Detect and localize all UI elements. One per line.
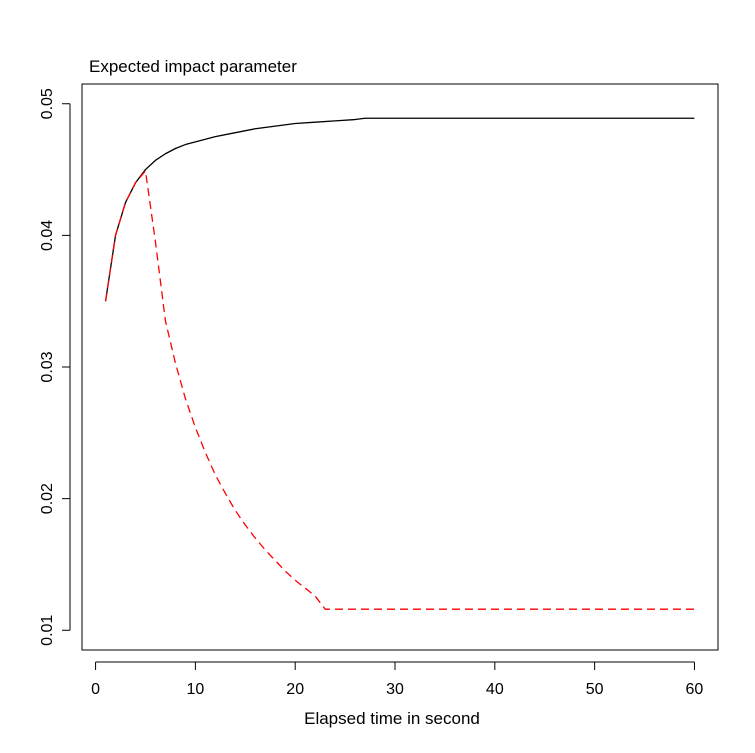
y-tick-label: 0.04 — [39, 220, 56, 251]
plot-frame — [81, 83, 719, 651]
chart-title: Expected impact parameter — [89, 57, 297, 76]
x-tick-label: 0 — [91, 681, 100, 698]
x-tick-label: 30 — [386, 681, 404, 698]
x-axis-title: Elapsed time in second — [304, 709, 480, 728]
series-line-2 — [104, 170, 695, 610]
y-tick-label: 0.03 — [39, 351, 56, 382]
x-axis: 0 10 20 30 40 50 60 — [91, 661, 704, 698]
x-tick-label: 60 — [686, 681, 704, 698]
series-layer — [104, 117, 695, 610]
x-tick-label: 50 — [586, 681, 604, 698]
x-tick-label: 20 — [286, 681, 304, 698]
x-tick-label: 40 — [486, 681, 504, 698]
y-tick-label: 0.01 — [39, 615, 56, 646]
x-tick-label: 10 — [186, 681, 204, 698]
y-axis: 0.01 0.02 0.03 0.04 0.05 — [39, 88, 71, 646]
y-tick-label: 0.02 — [39, 483, 56, 514]
series-line-1 — [104, 117, 695, 302]
y-tick-label: 0.05 — [39, 88, 56, 119]
